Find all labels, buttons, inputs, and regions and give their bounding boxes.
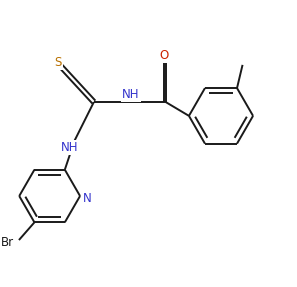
Text: N: N bbox=[83, 192, 91, 205]
Text: Br: Br bbox=[1, 236, 15, 249]
Text: NH: NH bbox=[122, 88, 140, 101]
Text: S: S bbox=[54, 56, 61, 69]
Text: NH: NH bbox=[61, 141, 79, 154]
Text: O: O bbox=[159, 49, 168, 61]
